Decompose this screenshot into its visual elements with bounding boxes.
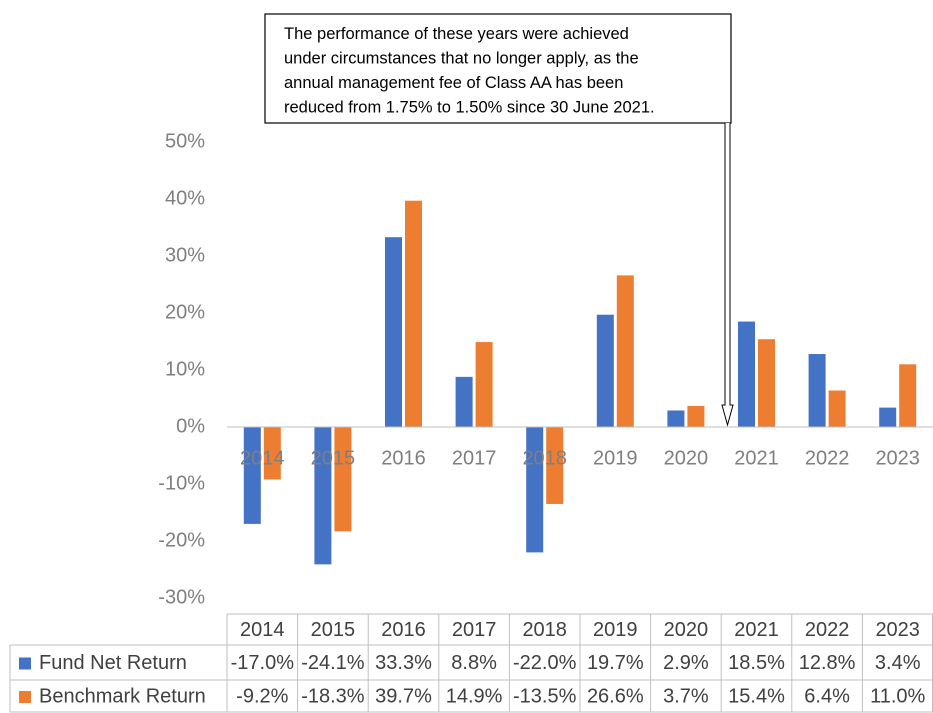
legend-label: Benchmark Return [39,685,206,707]
bar [828,390,846,427]
annotation-box [264,13,732,124]
legend-swatch [19,691,31,703]
table-value: -18.3% [301,685,365,707]
bar [667,410,685,427]
annotation-text: annual management fee of Class AA has be… [284,74,623,92]
y-tick-label: 10% [165,358,205,380]
x-tick-label: 2014 [240,447,285,469]
y-tick-label: 50% [165,130,205,152]
table-value: -17.0% [231,652,295,674]
annotation-text: reduced from 1.75% to 1.50% since 30 Jun… [284,99,655,117]
x-tick-label: 2020 [664,447,709,469]
x-tick-label: 2023 [875,447,920,469]
bar [738,321,755,427]
table-header: 2021 [734,619,779,641]
annotation-text: The performance of these years were achi… [284,25,629,43]
bar [263,427,281,480]
table-header: 2023 [875,619,920,641]
y-tick-label: 40% [165,187,205,209]
table-value: 8.8% [451,652,497,674]
y-tick-label: -20% [158,529,205,551]
table-value: -9.2% [236,685,288,707]
table-value: 14.9% [446,685,503,707]
legend-swatch [19,657,31,670]
bar [899,364,917,427]
bar [546,427,564,504]
table-header: 2020 [664,619,709,641]
legend-label: Fund Net Return [39,652,187,674]
bar [758,339,775,427]
table-value: -24.1% [301,652,365,674]
bar [526,427,544,553]
bar [879,407,897,427]
annotation-arrow [721,123,734,427]
y-tick-label: 30% [165,244,205,266]
table-header: 2019 [593,619,638,641]
y-tick-label: -10% [158,472,205,494]
bar [687,405,705,427]
bar [808,354,826,427]
table-header: 2016 [381,619,426,641]
x-tick-label: 2022 [805,447,850,469]
bar [596,314,614,427]
x-tick-label: 2019 [593,447,638,469]
bar [405,200,422,427]
x-tick-label: 2021 [734,447,779,469]
y-tick-label: -30% [158,586,205,608]
bar [455,376,473,427]
bar [475,342,493,427]
bar [334,427,352,532]
table-value: -22.0% [513,652,577,674]
table-value: 3.4% [875,652,921,674]
annotation-text: under circumstances that no longer apply… [284,50,639,68]
table-value: 11.0% [870,685,925,707]
table-header: 2022 [805,619,850,641]
bar [314,427,332,565]
table-value: 2.9% [663,652,709,674]
table-value: 3.7% [663,685,709,707]
bar [616,275,634,427]
y-tick-label: 20% [165,301,205,323]
y-tick-label: 0% [176,415,205,437]
x-tick-label: 2016 [381,447,426,469]
table-value: 18.5% [728,652,785,674]
table-value: 6.4% [804,685,850,707]
x-tick-label: 2015 [311,447,356,469]
table-value: 39.7% [375,685,432,707]
table-value: 26.6% [587,685,644,707]
bar [385,237,402,427]
table-value: 19.7% [587,652,644,674]
table-header: 2014 [240,619,285,641]
table-value: -13.5% [513,685,577,707]
table-value: 15.4% [728,685,785,707]
bar [243,427,261,524]
table-header: 2018 [522,619,567,641]
table-value: 33.3% [375,652,432,674]
table-header: 2017 [452,619,497,641]
x-tick-label: 2018 [522,447,567,469]
table-header: 2015 [311,619,356,641]
x-tick-label: 2017 [452,447,497,469]
table-value: 12.8% [799,652,856,674]
